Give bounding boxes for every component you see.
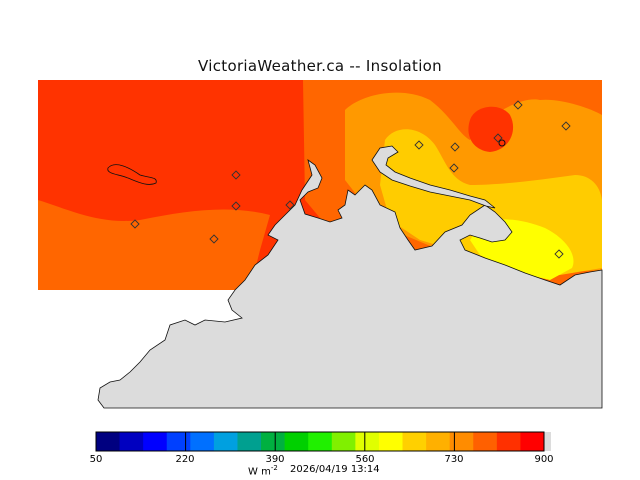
colorbar-cell	[166, 432, 191, 451]
colorbar-cell	[402, 432, 427, 451]
colorbar-tail	[544, 432, 551, 451]
map-title: VictoriaWeather.ca -- Insolation	[198, 57, 442, 75]
colorbar-cell	[261, 432, 286, 451]
station-marker[interactable]	[231, 170, 241, 180]
station-marker[interactable]	[561, 121, 571, 131]
island-west	[107, 164, 157, 185]
station-marker[interactable]	[554, 249, 564, 259]
station-marker[interactable]	[449, 163, 459, 173]
colorbar-cell	[520, 432, 545, 451]
colorbar-cell	[449, 432, 474, 451]
colorbar-cell	[378, 432, 404, 451]
timestamp: 2026/04/19 13:14	[290, 464, 380, 475]
colorbar-cell	[96, 432, 121, 451]
station-marker[interactable]	[414, 140, 424, 150]
tick-label: 220	[175, 454, 195, 465]
station-marker[interactable]	[231, 201, 241, 211]
tick-label: 560	[355, 454, 375, 465]
station-dot	[498, 139, 506, 147]
colorbar-cells	[96, 432, 551, 451]
units-base: W m	[248, 466, 271, 478]
station-markers	[130, 100, 571, 259]
inlet-channel	[371, 145, 496, 209]
colorbar-cell	[308, 432, 333, 451]
station-marker[interactable]	[513, 100, 523, 110]
colorbar-cell	[237, 432, 262, 451]
land-mass	[97, 159, 603, 409]
station-marker[interactable]	[130, 219, 140, 229]
units-exponent: -2	[270, 464, 278, 472]
station-marker[interactable]	[493, 133, 503, 143]
colorbar-cell	[355, 432, 380, 451]
colorbar-cell	[143, 432, 168, 451]
colorbar-cell	[284, 432, 309, 451]
tick-label: 390	[265, 454, 285, 465]
contour-red-bullseye	[468, 106, 514, 152]
tick-label: 730	[444, 454, 464, 465]
units-label: W m-2	[248, 464, 278, 477]
station-marker[interactable]	[450, 142, 460, 152]
colorbar-cell	[190, 432, 215, 451]
contour-orange-west	[38, 200, 270, 290]
tick-label: 900	[534, 454, 554, 465]
colorbar-cell	[426, 432, 451, 451]
colorbar-cell	[473, 432, 498, 451]
tick-label: 50	[89, 454, 103, 465]
colorbar-cell	[496, 432, 521, 451]
colorbar-cell	[331, 432, 356, 451]
station-marker[interactable]	[209, 234, 219, 244]
colorbar-cell	[213, 432, 238, 451]
colorbar-cell	[119, 432, 144, 451]
station-marker[interactable]	[285, 200, 295, 210]
colorbar-ticks	[95, 432, 545, 451]
